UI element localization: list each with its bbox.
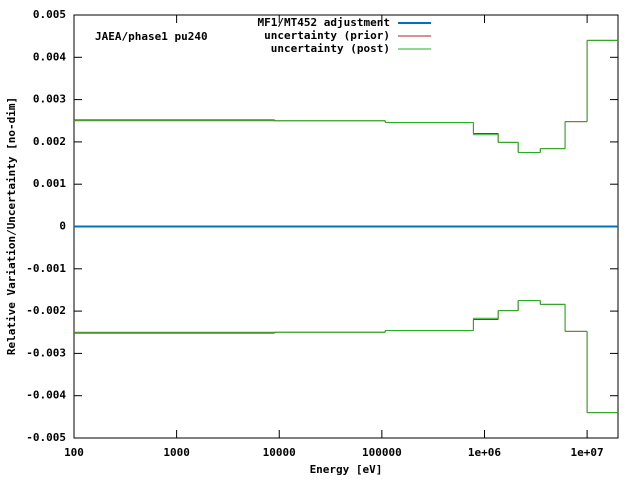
y-tick-label: -0.005 — [26, 431, 66, 444]
y-tick-label: -0.002 — [26, 304, 66, 317]
y-tick-label: 0 — [59, 220, 66, 233]
y-tick-label: 0.001 — [33, 177, 66, 190]
x-axis-label: Energy [eV] — [310, 463, 383, 476]
y-tick-label: -0.004 — [26, 389, 66, 402]
y-tick-label: -0.001 — [26, 262, 66, 275]
legend-label: MF1/MT452 adjustment — [258, 16, 390, 29]
y-tick-label: -0.003 — [26, 346, 66, 359]
annotation: JAEA/phase1 pu240 — [95, 30, 208, 43]
x-tick-label: 100000 — [362, 446, 402, 459]
x-tick-label: 1e+06 — [468, 446, 501, 459]
legend-label: uncertainty (post) — [271, 42, 390, 55]
y-tick-label: 0.004 — [33, 50, 66, 63]
legend-label: uncertainty (prior) — [264, 29, 390, 42]
x-tick-label: 10000 — [263, 446, 296, 459]
y-axis-label: Relative Variation/Uncertainty [no-dim] — [5, 97, 18, 355]
x-tick-label: 1e+07 — [571, 446, 604, 459]
y-tick-label: 0.002 — [33, 135, 66, 148]
x-tick-label: 1000 — [163, 446, 190, 459]
x-tick-label: 100 — [64, 446, 84, 459]
y-tick-label: 0.005 — [33, 8, 66, 21]
y-tick-label: 0.003 — [33, 93, 66, 106]
